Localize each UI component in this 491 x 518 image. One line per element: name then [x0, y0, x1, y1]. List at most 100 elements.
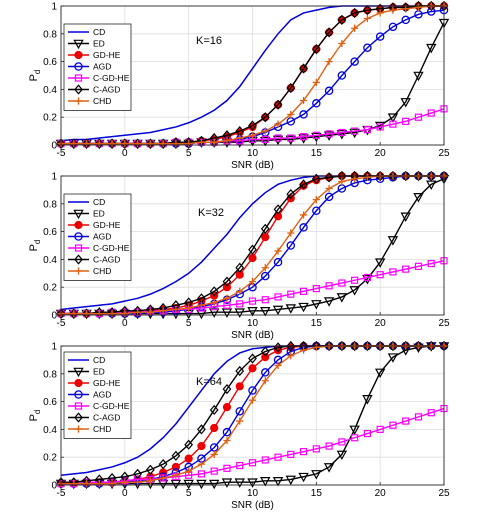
data-point — [312, 206, 321, 215]
data-point — [184, 454, 193, 463]
data-point — [236, 287, 244, 295]
data-point — [248, 386, 257, 395]
data-point — [107, 138, 117, 149]
data-point — [197, 470, 206, 478]
legend-entry: CD — [68, 27, 105, 37]
data-point — [260, 346, 270, 357]
y-axis-label: Pd — [28, 410, 42, 422]
data-point — [325, 282, 333, 290]
data-point — [402, 417, 410, 425]
legend-label: GD-HE — [93, 50, 121, 60]
data-point — [414, 340, 423, 352]
data-point — [172, 140, 180, 148]
data-point — [235, 365, 245, 377]
data-point — [248, 353, 257, 364]
data-point — [363, 43, 372, 52]
data-point — [363, 5, 372, 16]
data-point — [312, 284, 320, 293]
legend-label: C-AGD — [93, 255, 120, 265]
data-point — [274, 453, 282, 461]
data-point — [338, 128, 346, 137]
axes-box — [60, 5, 445, 146]
data-point — [248, 297, 257, 305]
data-point — [185, 140, 193, 148]
data-point — [349, 286, 360, 296]
legend-marker — [73, 39, 84, 50]
legend-marker — [74, 62, 83, 71]
y-tick-label: 0.2 — [43, 453, 57, 464]
data-point — [234, 478, 245, 488]
y-tick-label: 0.6 — [43, 57, 57, 68]
legend-marker — [73, 367, 84, 378]
data-point — [338, 177, 346, 186]
data-point — [363, 14, 371, 23]
legend-marker — [74, 425, 83, 433]
x-tick-label: 25 — [438, 148, 450, 159]
data-point — [376, 123, 384, 131]
data-point — [273, 257, 283, 267]
x-tick-label: -5 — [57, 488, 66, 499]
legend-label: CD — [93, 197, 105, 207]
x-tick-label: 10 — [247, 148, 259, 159]
data-point — [260, 223, 270, 234]
y-tick-label: 0.6 — [43, 397, 57, 408]
data-point — [324, 27, 334, 38]
data-point — [299, 63, 308, 74]
data-point — [426, 0, 436, 12]
data-point — [325, 130, 333, 138]
x-tick-label: 0 — [122, 488, 128, 499]
data-point — [158, 459, 168, 470]
data-point — [337, 340, 347, 352]
data-point — [261, 135, 269, 144]
data-point — [286, 82, 296, 94]
data-point — [222, 383, 232, 395]
data-point — [427, 109, 435, 117]
legend-entry: CHD — [68, 96, 111, 106]
data-point — [401, 340, 411, 352]
data-point — [248, 278, 257, 286]
data-point — [210, 298, 218, 307]
data-point — [311, 132, 322, 143]
y-axis-label-main: P — [28, 244, 40, 251]
x-tick-label: 25 — [438, 318, 450, 329]
y-tick-label: 0.4 — [43, 425, 57, 436]
data-point — [388, 170, 398, 182]
data-point — [145, 138, 155, 149]
x-tick-label: -5 — [57, 148, 66, 159]
data-point — [286, 340, 296, 352]
legend-marker — [74, 378, 83, 388]
data-point — [401, 15, 410, 25]
data-point — [389, 421, 397, 429]
legend-entry: ED — [68, 39, 105, 50]
data-point — [146, 477, 154, 485]
data-point — [285, 304, 297, 314]
data-point — [272, 305, 284, 316]
data-point — [133, 138, 142, 149]
data-point — [299, 179, 308, 190]
data-point — [261, 233, 270, 242]
y-tick-label: 0.2 — [43, 283, 57, 294]
data-point — [298, 472, 309, 483]
legend-label: CHD — [93, 424, 111, 434]
data-point — [299, 133, 308, 141]
data-point — [222, 427, 232, 437]
axes-box — [60, 345, 445, 486]
data-point — [56, 308, 66, 319]
y-tick-label: 0.4 — [43, 85, 57, 96]
legend-entry: C-AGD — [68, 412, 120, 423]
x-tick-label: 10 — [247, 488, 259, 499]
legend-label: C-GD-HE — [93, 73, 130, 83]
y-tick-label: 0 — [51, 141, 57, 152]
y-axis-label-sub: d — [33, 240, 42, 244]
annotation: K=64 — [196, 376, 222, 388]
data-point — [299, 110, 308, 119]
data-point — [287, 290, 295, 298]
data-point — [95, 140, 103, 148]
data-point — [299, 223, 308, 232]
data-point — [311, 43, 321, 55]
data-point — [247, 307, 258, 317]
y-tick-label: 1 — [51, 2, 57, 13]
x-tick-label: 0 — [122, 318, 128, 329]
legend-marker — [74, 254, 83, 265]
data-point — [82, 308, 91, 319]
